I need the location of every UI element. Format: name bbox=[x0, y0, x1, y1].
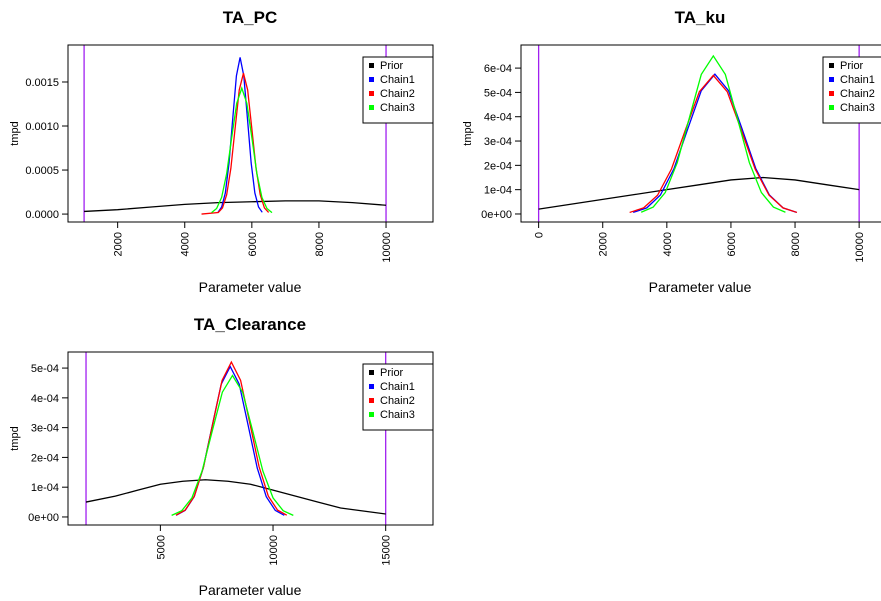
legend-label: Prior bbox=[380, 367, 404, 379]
x-tick-label: 10000 bbox=[268, 535, 280, 566]
legend-label: Chain1 bbox=[380, 381, 415, 393]
legend-swatch bbox=[369, 91, 374, 96]
plot-box bbox=[520, 44, 881, 223]
y-tick-label: 0.0005 bbox=[25, 165, 59, 177]
plot-box bbox=[67, 351, 434, 526]
y-axis-label: tmpd bbox=[9, 121, 21, 145]
legend-label: Prior bbox=[840, 60, 864, 72]
series-line bbox=[175, 365, 285, 516]
legend-label: Prior bbox=[380, 60, 404, 72]
y-tick-label: 2e-04 bbox=[484, 160, 512, 172]
legend-swatch bbox=[369, 412, 374, 417]
legend-label: Chain2 bbox=[380, 88, 415, 100]
y-tick-label: 0.0000 bbox=[25, 209, 59, 221]
legend-swatch bbox=[369, 105, 374, 110]
legend-label: Chain1 bbox=[840, 74, 875, 86]
series-line bbox=[84, 200, 387, 213]
series-line bbox=[640, 54, 786, 213]
legend-box bbox=[362, 56, 434, 124]
x-tick-label: 6000 bbox=[726, 232, 738, 256]
y-tick-label: 0.0010 bbox=[25, 121, 59, 133]
y-tick-label: 0e+00 bbox=[481, 209, 512, 221]
legend-label: Chain3 bbox=[840, 102, 875, 114]
x-tick-label: 10000 bbox=[381, 232, 393, 263]
y-tick-label: 2e-04 bbox=[31, 452, 59, 464]
y-tick-label: 6e-04 bbox=[484, 63, 512, 75]
y-tick-label: 0.0015 bbox=[25, 77, 59, 89]
legend-label: Chain2 bbox=[840, 88, 875, 100]
y-tick-label: 1e-04 bbox=[31, 482, 59, 494]
legend-label: Chain2 bbox=[380, 395, 415, 407]
series-line bbox=[201, 73, 270, 215]
x-tick-label: 6000 bbox=[247, 232, 259, 256]
x-tick-label: 15000 bbox=[381, 535, 393, 566]
chart-title: TA_PC bbox=[223, 8, 277, 27]
series-line bbox=[171, 374, 294, 516]
x-tick-label: 2000 bbox=[113, 232, 125, 256]
x-tick-label: 4000 bbox=[662, 232, 674, 256]
legend-label: Chain1 bbox=[380, 74, 415, 86]
x-axis-label: Parameter value bbox=[199, 279, 302, 295]
plot-box bbox=[67, 44, 434, 223]
legend-swatch bbox=[829, 63, 834, 68]
legend-swatch bbox=[369, 63, 374, 68]
legend-box bbox=[362, 363, 434, 431]
y-tick-label: 5e-04 bbox=[484, 87, 512, 99]
legend-swatch bbox=[369, 398, 374, 403]
x-axis-label: Parameter value bbox=[649, 279, 752, 295]
y-axis-label: tmpd bbox=[462, 121, 474, 145]
x-tick-label: 8000 bbox=[790, 232, 802, 256]
legend-box bbox=[822, 56, 881, 124]
y-tick-label: 4e-04 bbox=[31, 393, 59, 405]
x-tick-label: 5000 bbox=[155, 535, 167, 559]
legend-label: Chain3 bbox=[380, 409, 415, 421]
x-axis-label: Parameter value bbox=[199, 582, 302, 598]
legend-swatch bbox=[829, 77, 834, 82]
series-line bbox=[211, 86, 273, 214]
x-tick-label: 10000 bbox=[854, 232, 866, 263]
y-tick-label: 1e-04 bbox=[484, 185, 512, 197]
y-tick-label: 0e+00 bbox=[28, 512, 59, 524]
legend-swatch bbox=[369, 77, 374, 82]
series-line bbox=[85, 479, 386, 515]
y-tick-label: 3e-04 bbox=[484, 136, 512, 148]
series-line bbox=[175, 360, 288, 516]
series-line bbox=[217, 57, 263, 213]
legend-label: Chain3 bbox=[380, 102, 415, 114]
x-tick-label: 8000 bbox=[314, 232, 326, 256]
x-tick-label: 4000 bbox=[180, 232, 192, 256]
legend-swatch bbox=[829, 91, 834, 96]
legend-swatch bbox=[369, 384, 374, 389]
chart-title: TA_Clearance bbox=[194, 315, 306, 334]
y-tick-label: 4e-04 bbox=[484, 112, 512, 124]
chart-title: TA_ku bbox=[675, 8, 726, 27]
legend-swatch bbox=[829, 105, 834, 110]
series-line bbox=[629, 74, 798, 214]
y-axis-label: tmpd bbox=[9, 426, 21, 450]
y-tick-label: 5e-04 bbox=[31, 363, 59, 375]
y-tick-label: 3e-04 bbox=[31, 423, 59, 435]
x-tick-label: 2000 bbox=[598, 232, 610, 256]
legend-swatch bbox=[369, 370, 374, 375]
series-line bbox=[538, 176, 860, 210]
x-tick-label: 0 bbox=[534, 232, 546, 238]
